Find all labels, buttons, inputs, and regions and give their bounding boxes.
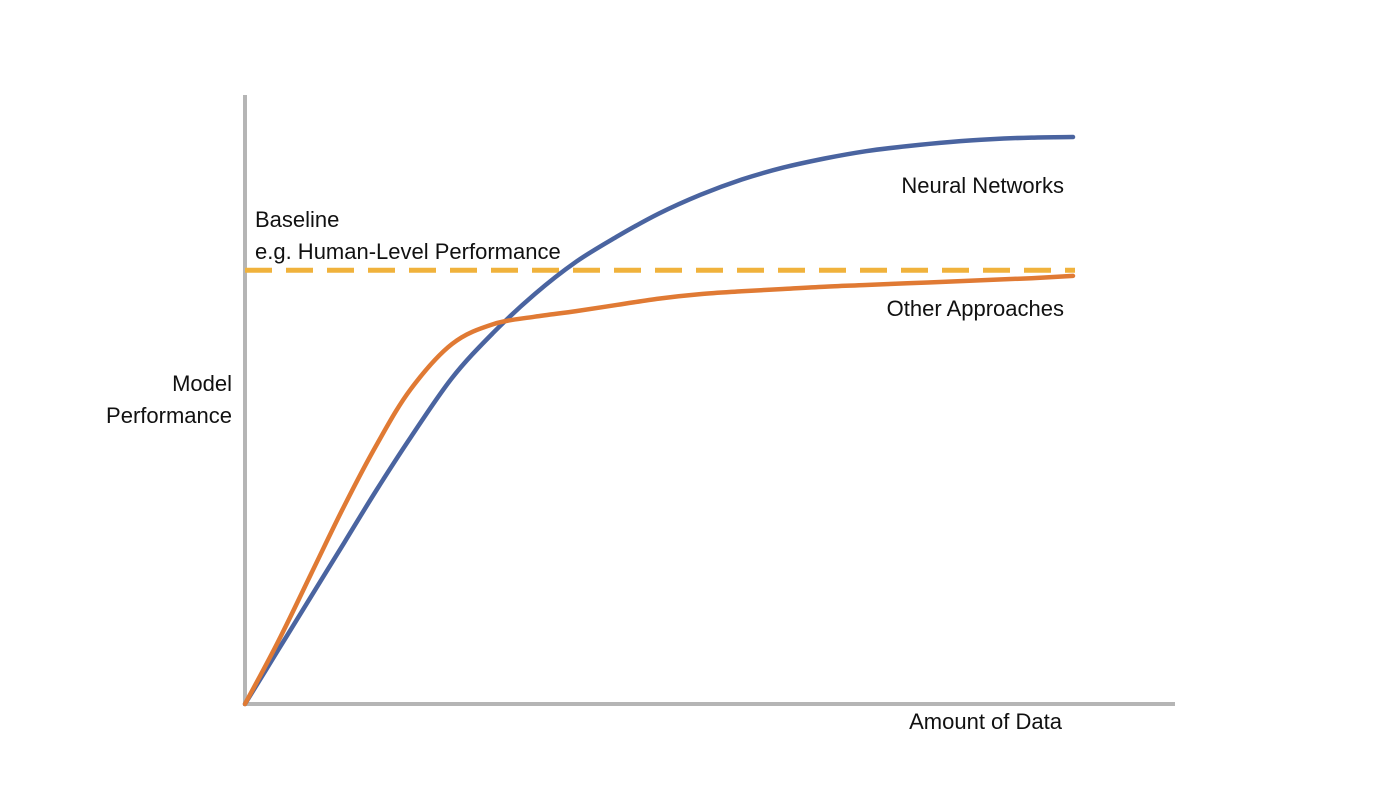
y-axis-label-line-2: Performance bbox=[106, 403, 232, 428]
series-line-other-approaches bbox=[242, 273, 1076, 707]
baseline-sublabel: e.g. Human-Level Performance bbox=[255, 239, 561, 264]
series-line-neural-networks bbox=[242, 134, 1076, 707]
y-axis-label-line-1: Model bbox=[172, 371, 232, 396]
baseline-label: Baseline bbox=[255, 207, 339, 232]
axes bbox=[243, 95, 1175, 706]
series-label-other-approaches: Other Approaches bbox=[887, 296, 1064, 321]
baseline: Baseline e.g. Human-Level Performance bbox=[245, 207, 1075, 273]
x-axis-label: Amount of Data bbox=[909, 709, 1063, 734]
series-label-neural-networks: Neural Networks bbox=[901, 173, 1064, 198]
